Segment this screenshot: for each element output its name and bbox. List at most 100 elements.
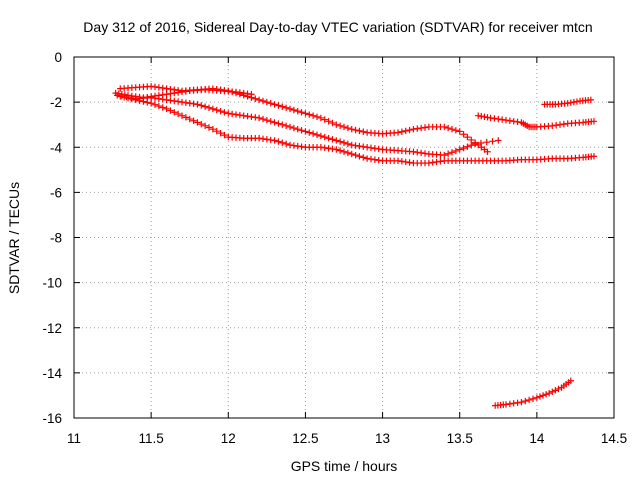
data-point [536,393,544,400]
data-point [495,137,502,144]
x-tick-label: 11 [67,431,81,446]
data-point [552,387,559,394]
data-point [348,150,355,158]
data-point [344,124,352,132]
data-point [590,118,598,125]
data-point [225,87,232,95]
data-point [333,121,340,128]
y-tick-label: -2 [50,95,62,110]
data-point [140,98,147,105]
data-point [489,138,496,145]
data-point [286,105,294,113]
y-tick-label: -12 [42,321,62,336]
data-point [452,127,460,134]
data-point [282,104,290,111]
data-point [114,92,121,99]
data-point [209,105,217,113]
data-point [444,124,452,132]
data-point [282,122,290,130]
data-point [271,137,278,144]
data-point [298,127,305,134]
data-point [205,104,213,111]
data-point [309,112,317,119]
data-point [398,128,406,135]
data-point [132,96,139,104]
data-point [171,109,178,116]
data-point [282,140,290,148]
data-point [448,149,456,156]
data-point [444,150,452,157]
data-point [294,107,301,115]
data-point [159,104,166,111]
data-point [228,88,236,96]
data-point [167,107,174,114]
data-point [468,142,475,149]
data-point [259,97,267,105]
data-point [329,136,336,143]
data-point [298,109,305,116]
data-point [194,101,201,108]
y-tick-label: -16 [42,411,62,426]
data-point [267,100,274,107]
data-point [542,391,550,398]
series-track-6 [541,96,595,108]
data-point [464,143,471,150]
x-tick-label: 13 [375,431,390,446]
data-point [352,126,359,134]
data-point [290,124,298,132]
data-point [302,128,309,135]
data-point [306,111,313,118]
data-point [344,149,352,157]
data-point [217,107,224,115]
data-point [213,106,220,114]
data-point [198,120,205,128]
y-tick-label: -14 [42,366,62,381]
data-point [290,106,298,114]
data-point [263,98,271,106]
y-tick-label: 0 [54,50,62,65]
data-point [271,101,278,108]
data-point [456,146,463,153]
data-point [456,128,463,135]
data-point [279,103,286,110]
data-point [236,91,244,98]
x-tick-label: 14.5 [601,431,627,446]
data-point [448,126,456,133]
data-point [464,133,471,141]
data-point [518,399,525,406]
data-point [539,392,547,399]
data-point [394,129,402,136]
data-point [522,397,529,405]
data-point [533,394,541,401]
x-tick-label: 12.5 [292,431,318,446]
series-track-4 [117,93,598,167]
data-point [441,151,448,159]
data-point [182,114,190,121]
data-point [294,126,301,133]
data-point [217,129,224,137]
data-point [120,94,128,101]
series-track-7 [492,377,574,409]
data-point [590,153,598,160]
y-tick-label: -6 [50,185,62,200]
data-point [525,396,533,404]
data-point [136,97,143,104]
data-point [336,147,344,154]
data-point [340,148,348,155]
data-point [259,115,267,123]
data-point [333,146,340,153]
data-point [275,138,282,145]
data-point [340,139,348,146]
series-track-3 [114,92,502,159]
data-point [483,138,490,146]
data-point [271,119,278,126]
data-point [313,131,321,139]
data-point [128,95,136,103]
data-point [356,127,363,135]
data-point [306,129,313,136]
data-point [255,114,263,122]
x-axis-label: GPS time / hours [291,458,398,474]
data-point [325,118,332,125]
data-point [198,102,205,109]
y-tick-label: -4 [50,140,62,155]
